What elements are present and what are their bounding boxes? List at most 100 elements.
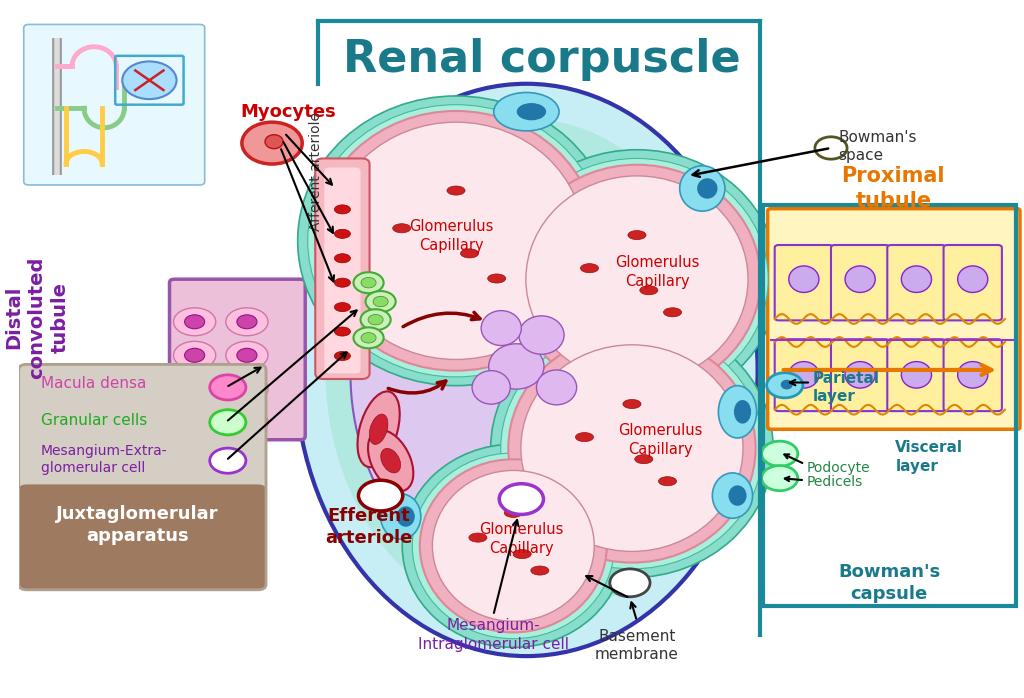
Ellipse shape [481,311,521,346]
Ellipse shape [237,315,257,329]
Circle shape [762,466,798,491]
Text: Proximal
tubule: Proximal tubule [842,166,945,211]
Text: Parietal
layer: Parietal layer [813,371,880,404]
Ellipse shape [501,327,763,569]
FancyBboxPatch shape [18,364,266,505]
Ellipse shape [173,341,216,369]
Ellipse shape [226,408,268,436]
Text: Juxtaglomerular
apparatus: Juxtaglomerular apparatus [56,505,218,545]
FancyBboxPatch shape [170,279,305,440]
Ellipse shape [335,327,350,336]
Ellipse shape [184,382,205,396]
Ellipse shape [521,345,743,551]
Ellipse shape [226,375,268,403]
FancyBboxPatch shape [768,209,1020,429]
Ellipse shape [184,415,205,429]
Text: Glomerulus
Capillary: Glomerulus Capillary [479,522,563,556]
Ellipse shape [420,459,607,632]
Ellipse shape [494,93,559,131]
Text: Visceral
layer: Visceral layer [895,440,964,474]
Ellipse shape [298,96,614,385]
Ellipse shape [472,371,510,404]
Ellipse shape [623,399,641,408]
Circle shape [358,480,402,511]
Ellipse shape [640,285,657,295]
Ellipse shape [635,454,653,463]
Ellipse shape [265,135,283,149]
Ellipse shape [780,380,793,389]
Ellipse shape [173,375,216,403]
Circle shape [210,410,246,435]
Ellipse shape [680,166,725,211]
Ellipse shape [381,494,421,539]
Ellipse shape [315,111,597,371]
Ellipse shape [496,150,778,408]
Ellipse shape [488,343,544,389]
Ellipse shape [326,119,727,621]
Circle shape [767,373,803,398]
Ellipse shape [396,506,415,527]
Ellipse shape [368,430,414,491]
Ellipse shape [237,348,257,362]
FancyBboxPatch shape [18,484,266,590]
Ellipse shape [413,453,614,639]
Ellipse shape [845,362,876,388]
Ellipse shape [658,477,677,486]
Ellipse shape [581,264,599,273]
Ellipse shape [728,485,746,506]
Circle shape [500,484,544,514]
Ellipse shape [788,362,819,388]
Circle shape [610,569,650,597]
Ellipse shape [957,362,988,388]
Ellipse shape [184,315,205,329]
FancyBboxPatch shape [325,168,360,373]
FancyBboxPatch shape [887,339,945,411]
Text: Renal corpuscle: Renal corpuscle [343,38,740,82]
Ellipse shape [237,415,257,429]
Ellipse shape [353,272,384,293]
Ellipse shape [788,266,819,292]
FancyBboxPatch shape [315,158,370,379]
FancyBboxPatch shape [943,245,1001,320]
Ellipse shape [519,315,564,354]
Ellipse shape [530,566,549,575]
Ellipse shape [402,445,625,648]
Text: Afferent arteriole: Afferent arteriole [309,112,324,230]
Text: Glomerulus
Capillary: Glomerulus Capillary [617,423,702,456]
FancyBboxPatch shape [775,245,833,320]
Ellipse shape [335,205,350,214]
Ellipse shape [487,274,506,283]
Ellipse shape [469,533,487,542]
Ellipse shape [513,549,531,558]
Ellipse shape [360,309,391,330]
Ellipse shape [335,279,350,288]
FancyBboxPatch shape [887,245,945,320]
Ellipse shape [664,308,682,317]
FancyBboxPatch shape [24,24,205,185]
FancyBboxPatch shape [27,490,258,504]
Ellipse shape [845,266,876,292]
Ellipse shape [373,296,388,307]
Ellipse shape [957,266,988,292]
Ellipse shape [734,400,752,424]
Ellipse shape [335,352,350,361]
Ellipse shape [335,254,350,263]
Ellipse shape [713,473,753,518]
Ellipse shape [575,433,594,442]
Ellipse shape [719,385,757,438]
Text: Mesangium-
Intraglomerular cell: Mesangium- Intraglomerular cell [418,618,568,652]
Ellipse shape [446,186,465,195]
Ellipse shape [308,105,604,377]
Text: Distal
convoluted
tubule: Distal convoluted tubule [4,256,70,379]
Circle shape [210,448,246,473]
Circle shape [762,441,798,466]
Text: Myocytes: Myocytes [240,103,336,121]
FancyBboxPatch shape [831,339,889,411]
FancyBboxPatch shape [831,245,889,320]
Text: Mesangium-Extra-
glomerular cell: Mesangium-Extra- glomerular cell [41,444,168,475]
Ellipse shape [508,334,756,563]
Ellipse shape [173,408,216,436]
Ellipse shape [226,341,268,369]
Ellipse shape [381,448,400,473]
Ellipse shape [368,314,383,325]
